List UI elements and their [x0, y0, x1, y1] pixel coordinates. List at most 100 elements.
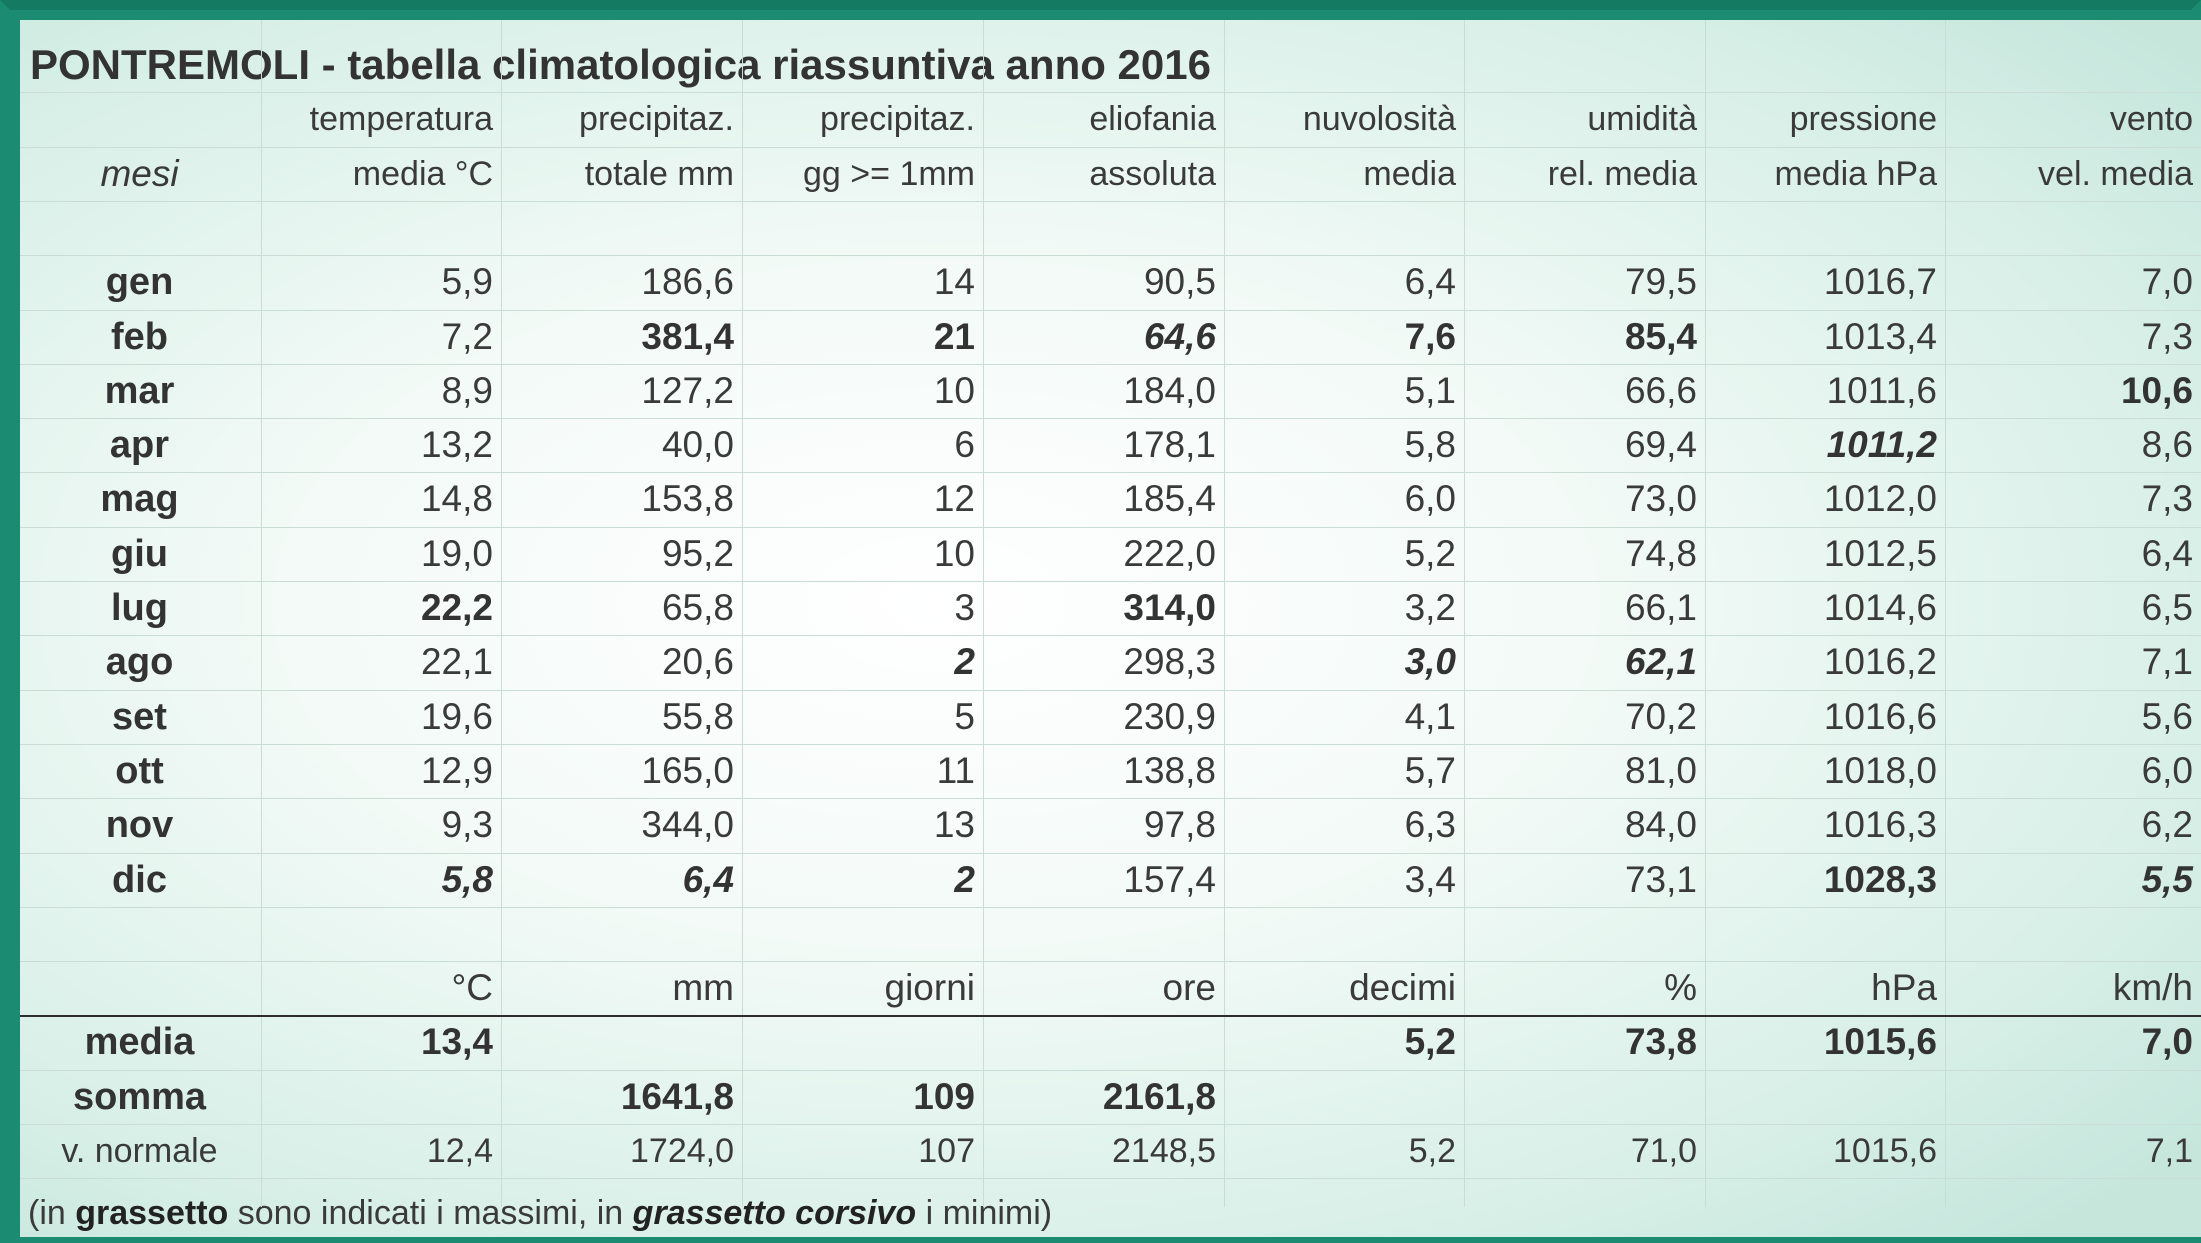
summary-cell: 13,4 — [420, 1021, 493, 1062]
summary-cell: 109 — [913, 1076, 975, 1117]
data-cell: 5,8 — [1404, 424, 1456, 465]
data-cell: 6,2 — [2141, 804, 2193, 845]
column-header-line2: media hPa — [1774, 155, 1937, 193]
month-label: mag — [100, 478, 179, 520]
month-label: giu — [111, 533, 168, 575]
unit-label: °C — [451, 967, 493, 1008]
month-label: gen — [105, 261, 174, 303]
data-cell: 127,2 — [641, 370, 734, 411]
grid-column-line — [261, 20, 262, 1207]
climate-table-sheet: PONTREMOLI - tabella climatologica riass… — [20, 20, 2201, 1237]
column-header-line1: umidità — [1587, 100, 1697, 138]
data-cell: 5,7 — [1404, 750, 1456, 791]
grid-column-line — [1464, 20, 1465, 1207]
unit-label: ore — [1162, 967, 1216, 1008]
data-cell: 19,0 — [420, 533, 493, 574]
column-header-line2: totale mm — [584, 155, 734, 193]
data-cell: 65,8 — [661, 587, 734, 628]
data-cell: 222,0 — [1123, 533, 1216, 574]
column-header-line1: precipitaz. — [820, 100, 975, 138]
data-cell: 84,0 — [1624, 804, 1697, 845]
data-cell: 6,0 — [2141, 750, 2193, 791]
summary-cell: 2161,8 — [1102, 1076, 1216, 1117]
column-header-line2: media — [1363, 155, 1456, 193]
month-label: ott — [115, 750, 164, 792]
data-cell: 11 — [936, 750, 975, 791]
grid-row-line — [20, 1070, 2201, 1071]
summary-label: media — [84, 1021, 195, 1063]
month-label: lug — [111, 587, 168, 629]
data-cell: 14,8 — [420, 478, 493, 519]
column-header-line1: precipitaz. — [579, 100, 734, 138]
grid-column-line — [983, 20, 984, 1207]
grid-row-line — [20, 364, 2201, 365]
data-cell: 70,2 — [1624, 696, 1697, 737]
data-cell: 95,2 — [661, 533, 734, 574]
data-cell: 153,8 — [641, 478, 734, 519]
month-label: apr — [109, 424, 170, 466]
summary-divider — [20, 1015, 2201, 1017]
grid-row-line — [20, 961, 2201, 962]
summary-cell: 73,8 — [1624, 1021, 1697, 1062]
unit-label: mm — [672, 967, 734, 1008]
data-cell: 4,1 — [1404, 696, 1456, 737]
data-cell: 55,8 — [661, 696, 734, 737]
data-cell: 186,6 — [641, 261, 734, 302]
grid-row-line — [20, 690, 2201, 691]
grid-row-line — [20, 798, 2201, 799]
grid-row-line — [20, 147, 2201, 148]
data-cell: 10 — [933, 370, 975, 411]
footnote: (in grassetto sono indicati i massimi, i… — [28, 1191, 1052, 1235]
data-cell: 5,1 — [1404, 370, 1456, 411]
month-label: feb — [111, 316, 168, 358]
grid-row-line — [20, 527, 2201, 528]
data-cell: 7,2 — [441, 316, 493, 357]
data-cell: 19,6 — [420, 696, 493, 737]
data-cell: 79,5 — [1624, 261, 1697, 302]
data-cell: 7,1 — [2141, 641, 2193, 682]
grid-column-line — [1224, 20, 1225, 1207]
grid-row-line — [20, 1124, 2201, 1125]
month-label: mar — [104, 370, 175, 412]
data-cell: 5,5 — [2141, 859, 2193, 900]
data-cell: 69,4 — [1624, 424, 1697, 465]
grid-row-line — [20, 255, 2201, 256]
summary-cell: 7,1 — [2145, 1132, 2193, 1170]
summary-cell: 1724,0 — [630, 1132, 734, 1170]
column-header-line1: eliofania — [1089, 100, 1216, 138]
data-cell: 230,9 — [1123, 696, 1216, 737]
data-cell: 14 — [933, 261, 975, 302]
grid-row-line — [20, 201, 2201, 202]
grid-row-line — [20, 744, 2201, 745]
footnote-text-3: i minimi) — [916, 1194, 1053, 1232]
data-cell: 73,0 — [1624, 478, 1697, 519]
data-cell: 157,4 — [1123, 859, 1216, 900]
data-cell: 90,5 — [1143, 261, 1216, 302]
data-cell: 1013,4 — [1823, 316, 1937, 357]
grid-column-line — [742, 20, 743, 1207]
data-cell: 12 — [933, 478, 975, 519]
summary-label: somma — [72, 1076, 207, 1118]
data-cell: 8,9 — [441, 370, 493, 411]
footnote-bold-word: grassetto — [75, 1194, 229, 1232]
data-cell: 3,4 — [1404, 859, 1456, 900]
data-cell: 6,0 — [1404, 478, 1456, 519]
column-header-line2: rel. media — [1547, 155, 1697, 193]
data-cell: 66,6 — [1624, 370, 1697, 411]
data-cell: 85,4 — [1624, 316, 1697, 357]
grid-row-line — [20, 635, 2201, 636]
data-cell: 10 — [933, 533, 975, 574]
data-cell: 1016,6 — [1823, 696, 1937, 737]
data-cell: 2 — [954, 641, 975, 682]
summary-cell: 12,4 — [426, 1132, 493, 1170]
data-cell: 1011,2 — [1826, 424, 1937, 465]
data-cell: 2 — [954, 859, 975, 900]
data-cell: 165,0 — [641, 750, 734, 791]
summary-cell: 5,2 — [1408, 1132, 1456, 1170]
data-cell: 73,1 — [1624, 859, 1697, 900]
summary-cell: 1015,6 — [1823, 1021, 1937, 1062]
data-cell: 3,2 — [1404, 587, 1456, 628]
month-label: nov — [105, 804, 174, 846]
data-cell: 62,1 — [1624, 641, 1697, 682]
